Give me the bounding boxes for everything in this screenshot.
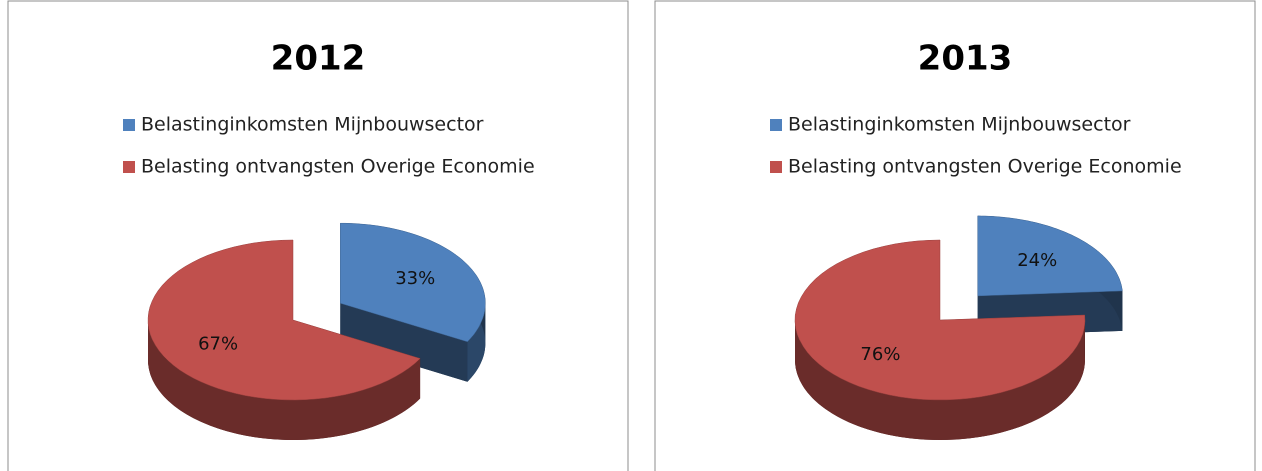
- pie-slice-side: [148, 320, 421, 440]
- legend-marker: [123, 119, 135, 131]
- data-label: 76%: [860, 344, 900, 365]
- pie-slice: [147, 239, 421, 401]
- pie-slice: [977, 215, 1123, 297]
- legend-label: Belasting ontvangsten Overige Economie: [788, 156, 1182, 178]
- data-label: 33%: [395, 268, 435, 289]
- chart-title: 2012: [271, 39, 366, 79]
- legend-label: Belastinginkomsten Mijnbouwsector: [788, 114, 1131, 136]
- legend-label: Belasting ontvangsten Overige Economie: [141, 156, 535, 178]
- legend-marker: [770, 161, 782, 173]
- chart-title: 2013: [918, 39, 1013, 79]
- legend-label: Belastinginkomsten Mijnbouwsector: [141, 114, 484, 136]
- pie-slice: [340, 222, 486, 342]
- data-label: 67%: [198, 333, 238, 354]
- legend-marker: [770, 119, 782, 131]
- pie-slice: [794, 239, 1086, 401]
- legend-marker: [123, 161, 135, 173]
- data-label: 24%: [1017, 250, 1057, 271]
- pie-slice-side: [340, 303, 468, 382]
- pie-slice-side: [795, 320, 1085, 440]
- pie-slice-side: [467, 303, 486, 382]
